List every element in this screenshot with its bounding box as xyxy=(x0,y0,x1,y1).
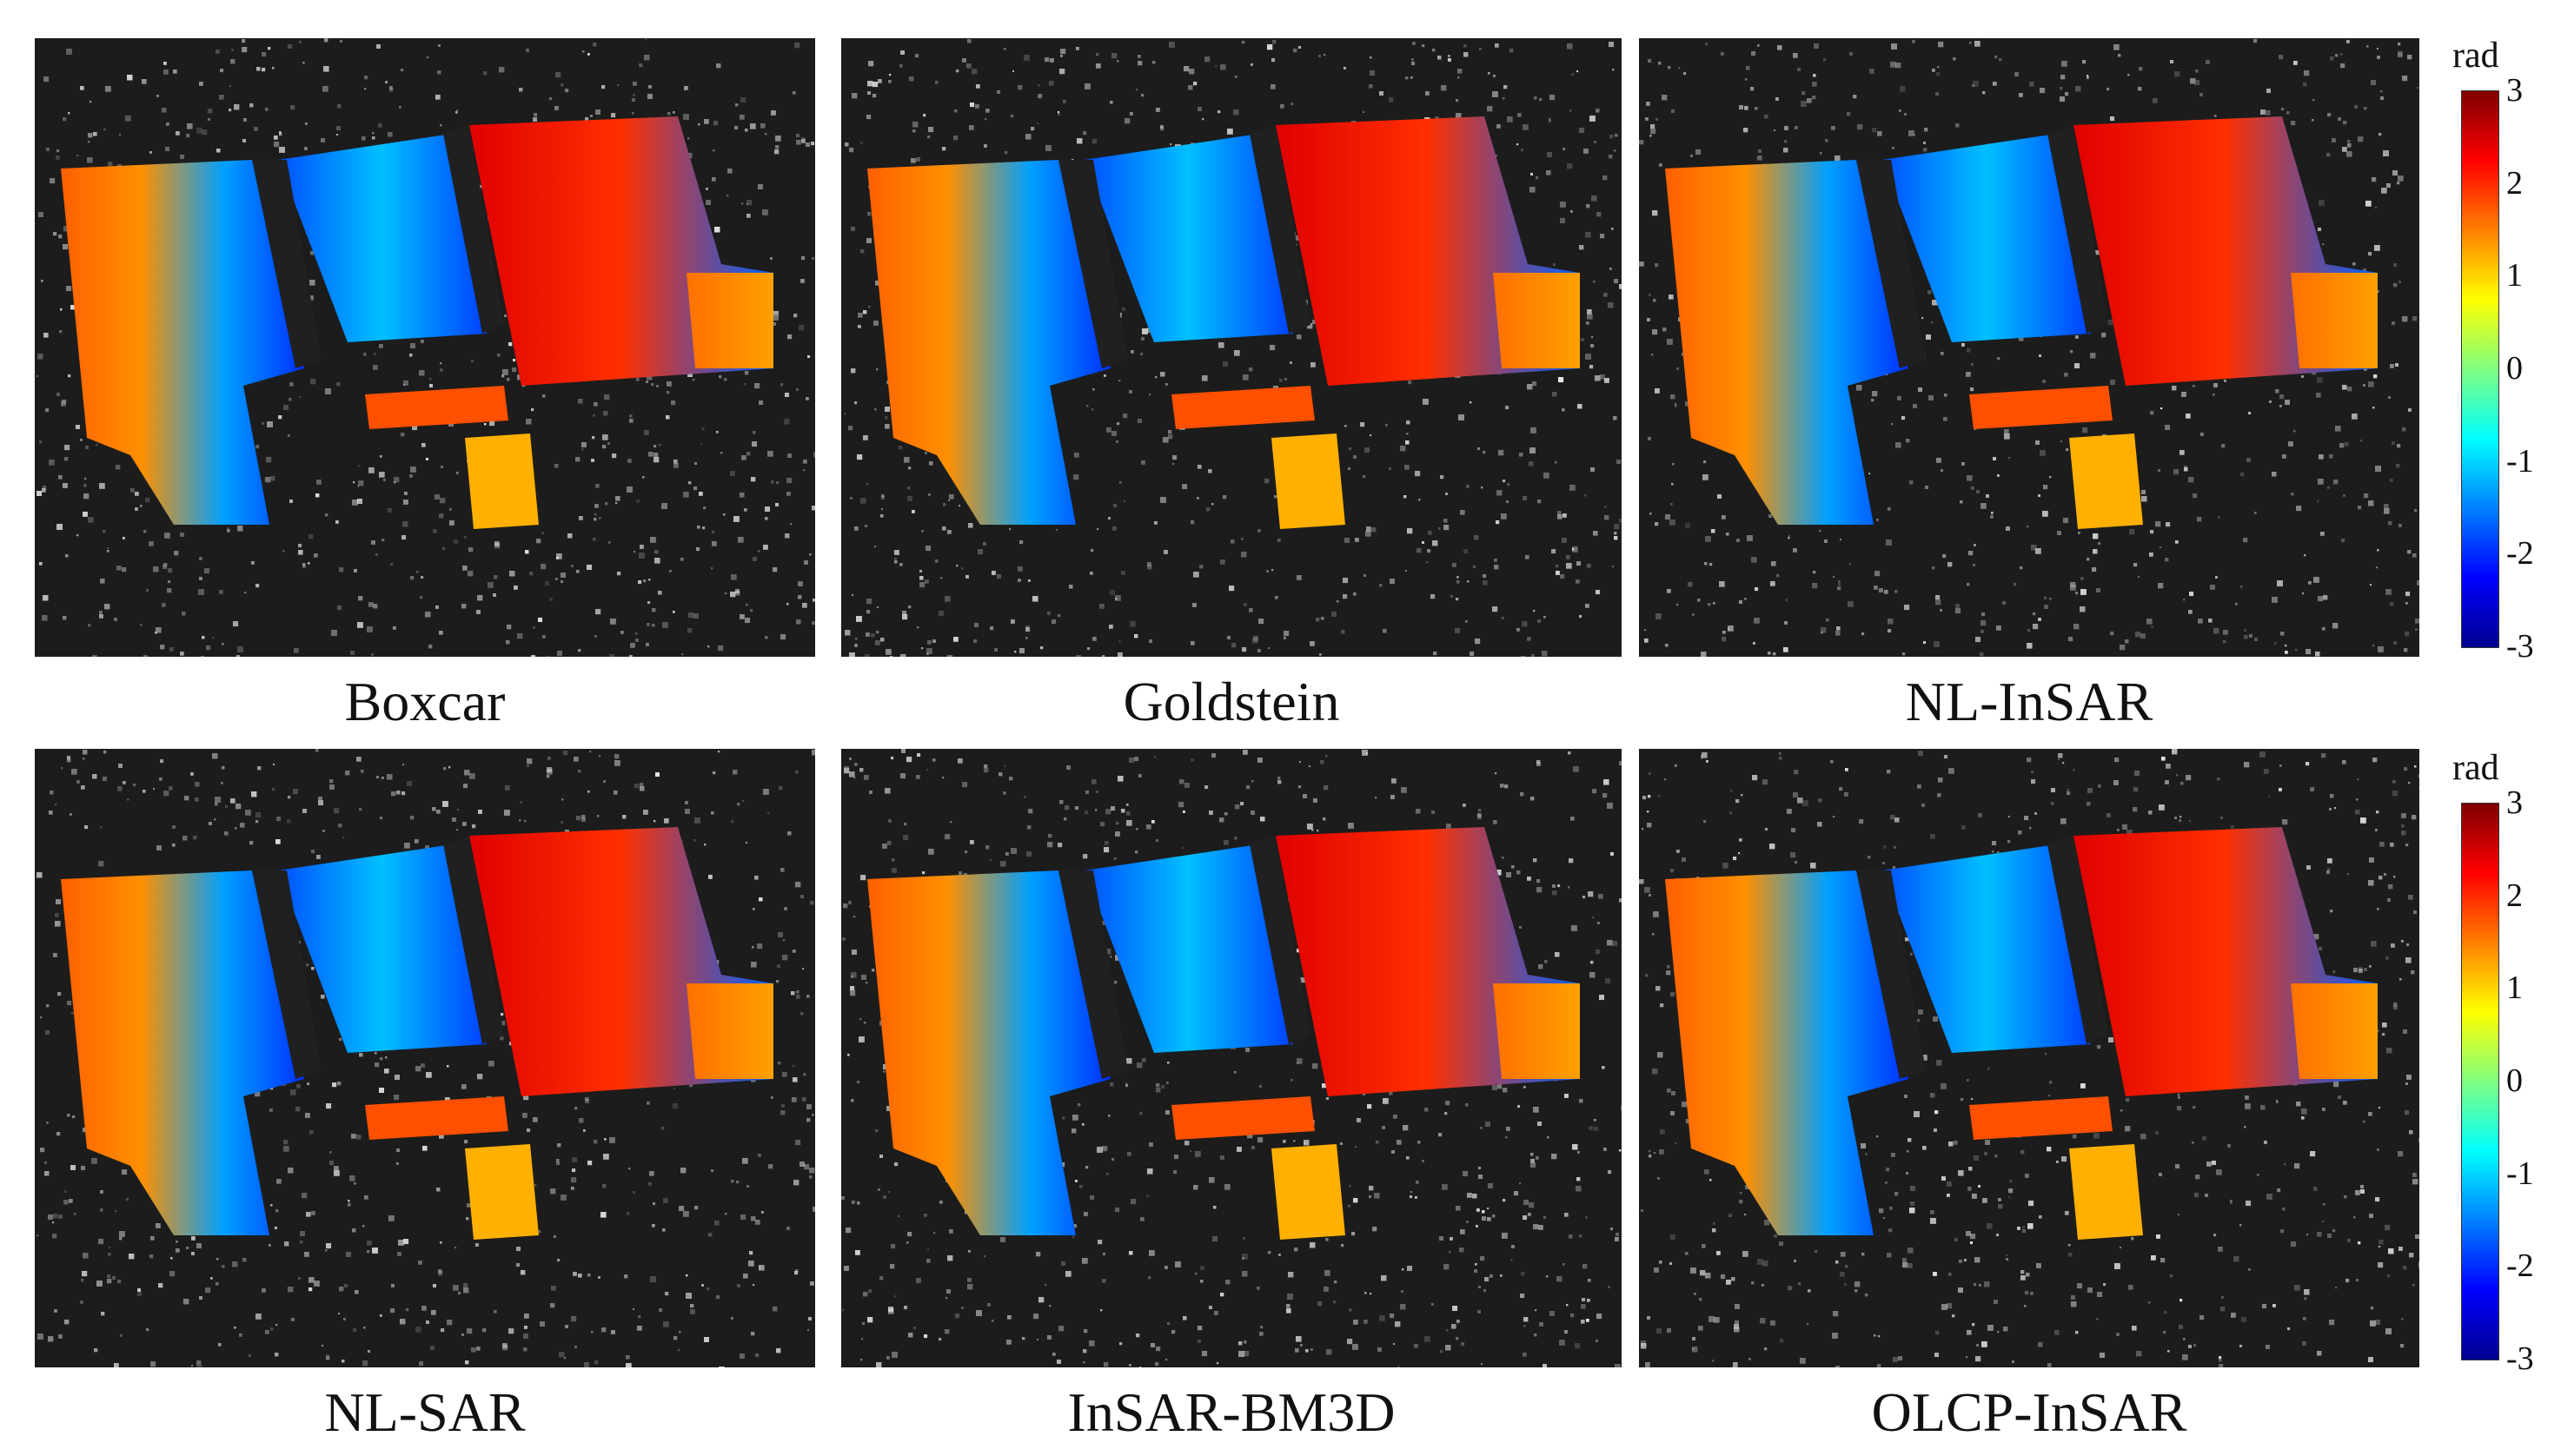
colorbar-tick: -3 xyxy=(2506,628,2534,665)
colorbar-tick: -1 xyxy=(2506,442,2534,480)
colorbar-unit-bottom: rad xyxy=(2452,748,2499,788)
colorbar-bottom xyxy=(2461,803,2499,1360)
colorbar-tick: -1 xyxy=(2506,1155,2534,1192)
colorbar-tick: 3 xyxy=(2506,72,2523,109)
colorbar-tick: -2 xyxy=(2506,535,2534,572)
colorbar-tick: 3 xyxy=(2506,784,2523,821)
colorbar-unit-top: rad xyxy=(2452,36,2499,76)
colorbar-top xyxy=(2461,90,2499,648)
colorbar-tick: 0 xyxy=(2506,350,2523,387)
panel-insar-bm3d xyxy=(841,749,1622,1367)
panel-nl-insar xyxy=(1639,38,2419,657)
colorbar-tick: -2 xyxy=(2506,1248,2534,1285)
colorbar-tick: -3 xyxy=(2506,1340,2534,1377)
caption-insar-bm3d: InSAR-BM3D xyxy=(1067,1381,1396,1443)
caption-olcp-insar: OLCP-InSAR xyxy=(1871,1381,2187,1443)
caption-nl-sar: NL-SAR xyxy=(324,1381,526,1443)
panel-boxcar xyxy=(35,38,815,657)
colorbar-tick: 2 xyxy=(2506,164,2523,202)
panel-goldstein xyxy=(841,38,1622,657)
panel-olcp-insar xyxy=(1639,749,2419,1367)
colorbar-tick: 1 xyxy=(2506,970,2523,1007)
panel-nl-sar xyxy=(35,749,815,1367)
colorbar-tick: 1 xyxy=(2506,257,2523,295)
caption-goldstein: Goldstein xyxy=(1123,671,1340,732)
colorbar-tick: 2 xyxy=(2506,877,2523,914)
colorbar-tick: 0 xyxy=(2506,1062,2523,1099)
caption-boxcar: Boxcar xyxy=(344,671,506,732)
caption-nl-insar: NL-InSAR xyxy=(1905,671,2153,732)
